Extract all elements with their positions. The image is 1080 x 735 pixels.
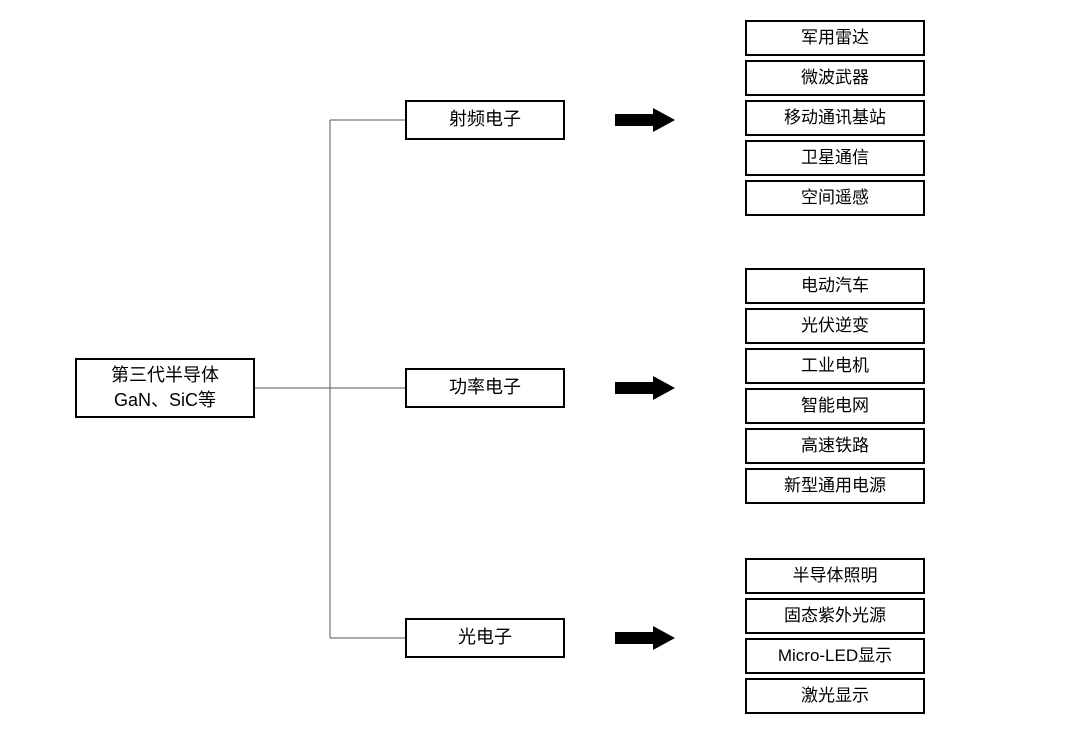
leaf-node-rf-4: 空间遥感	[745, 180, 925, 216]
leaf-node-rf-3: 卫星通信	[745, 140, 925, 176]
arrow-icon	[615, 376, 675, 400]
leaf-node-opto-0: 半导体照明	[745, 558, 925, 594]
category-node-opto: 光电子	[405, 618, 565, 658]
leaf-node-opto-2: Micro-LED显示	[745, 638, 925, 674]
arrow-icon	[615, 108, 675, 132]
leaf-node-power-0: 电动汽车	[745, 268, 925, 304]
leaf-node-power-4: 高速铁路	[745, 428, 925, 464]
leaf-node-power-2: 工业电机	[745, 348, 925, 384]
leaf-node-opto-3: 激光显示	[745, 678, 925, 714]
root-node: 第三代半导体GaN、SiC等	[75, 358, 255, 418]
leaf-node-rf-1: 微波武器	[745, 60, 925, 96]
leaf-node-power-3: 智能电网	[745, 388, 925, 424]
category-node-power: 功率电子	[405, 368, 565, 408]
leaf-node-opto-1: 固态紫外光源	[745, 598, 925, 634]
arrow-icon	[615, 626, 675, 650]
leaf-node-power-5: 新型通用电源	[745, 468, 925, 504]
leaf-node-rf-0: 军用雷达	[745, 20, 925, 56]
leaf-node-power-1: 光伏逆变	[745, 308, 925, 344]
category-node-rf: 射频电子	[405, 100, 565, 140]
leaf-node-rf-2: 移动通讯基站	[745, 100, 925, 136]
